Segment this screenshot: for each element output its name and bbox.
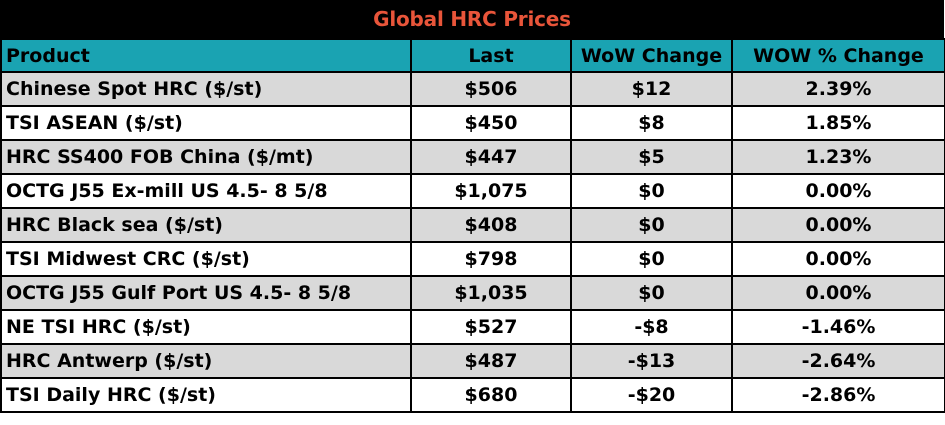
cell-wow-change: $12	[570, 71, 733, 107]
column-header-wow-pct-change: WOW % Change	[731, 38, 945, 73]
cell-last: $506	[410, 71, 572, 107]
cell-wow-pct-change: 1.85%	[731, 105, 945, 141]
table-row: NE TSI HRC ($/st) $527 -$8 -1.46%	[0, 309, 945, 345]
table-title: Global HRC Prices	[373, 7, 571, 31]
cell-wow-change: -$20	[570, 377, 733, 413]
cell-last: $408	[410, 207, 572, 243]
cell-wow-pct-change: -1.46%	[731, 309, 945, 345]
table-row: OCTG J55 Gulf Port US 4.5- 8 5/8 $1,035 …	[0, 275, 945, 311]
table-row: TSI ASEAN ($/st) $450 $8 1.85%	[0, 105, 945, 141]
cell-wow-change: $0	[570, 241, 733, 277]
cell-last: $527	[410, 309, 572, 345]
cell-product: NE TSI HRC ($/st)	[0, 309, 412, 345]
table-row: TSI Daily HRC ($/st) $680 -$20 -2.86%	[0, 377, 945, 413]
cell-wow-pct-change: 1.23%	[731, 139, 945, 175]
title-bar: Global HRC Prices	[0, 0, 944, 38]
cell-wow-change: -$13	[570, 343, 733, 379]
cell-wow-change: $5	[570, 139, 733, 175]
cell-wow-change: -$8	[570, 309, 733, 345]
table-row: Chinese Spot HRC ($/st) $506 $12 2.39%	[0, 71, 945, 107]
cell-wow-change: $0	[570, 173, 733, 209]
column-header-product: Product	[0, 38, 412, 73]
header-row: Product Last WoW Change WOW % Change	[0, 38, 945, 73]
cell-wow-pct-change: 0.00%	[731, 207, 945, 243]
cell-wow-pct-change: -2.86%	[731, 377, 945, 413]
cell-product: HRC Black sea ($/st)	[0, 207, 412, 243]
cell-product: HRC Antwerp ($/st)	[0, 343, 412, 379]
cell-wow-change: $0	[570, 275, 733, 311]
cell-wow-pct-change: 0.00%	[731, 241, 945, 277]
cell-product: OCTG J55 Gulf Port US 4.5- 8 5/8	[0, 275, 412, 311]
table-row: TSI Midwest CRC ($/st) $798 $0 0.00%	[0, 241, 945, 277]
cell-last: $447	[410, 139, 572, 175]
table-row: OCTG J55 Ex-mill US 4.5- 8 5/8 $1,075 $0…	[0, 173, 945, 209]
cell-product: Chinese Spot HRC ($/st)	[0, 71, 412, 107]
cell-product: OCTG J55 Ex-mill US 4.5- 8 5/8	[0, 173, 412, 209]
price-table: Product Last WoW Change WOW % Change Chi…	[0, 38, 945, 413]
cell-last: $450	[410, 105, 572, 141]
cell-last: $487	[410, 343, 572, 379]
table-row: HRC Antwerp ($/st) $487 -$13 -2.64%	[0, 343, 945, 379]
cell-wow-change: $8	[570, 105, 733, 141]
cell-wow-pct-change: -2.64%	[731, 343, 945, 379]
table-row: HRC Black sea ($/st) $408 $0 0.00%	[0, 207, 945, 243]
table-row: HRC SS400 FOB China ($/mt) $447 $5 1.23%	[0, 139, 945, 175]
cell-last: $1,075	[410, 173, 572, 209]
column-header-last: Last	[410, 38, 572, 73]
cell-product: TSI Midwest CRC ($/st)	[0, 241, 412, 277]
cell-product: TSI Daily HRC ($/st)	[0, 377, 412, 413]
cell-product: HRC SS400 FOB China ($/mt)	[0, 139, 412, 175]
cell-product: TSI ASEAN ($/st)	[0, 105, 412, 141]
cell-last: $1,035	[410, 275, 572, 311]
cell-wow-change: $0	[570, 207, 733, 243]
cell-wow-pct-change: 0.00%	[731, 275, 945, 311]
cell-wow-pct-change: 0.00%	[731, 173, 945, 209]
column-header-wow-change: WoW Change	[570, 38, 733, 73]
cell-last: $798	[410, 241, 572, 277]
cell-last: $680	[410, 377, 572, 413]
cell-wow-pct-change: 2.39%	[731, 71, 945, 107]
